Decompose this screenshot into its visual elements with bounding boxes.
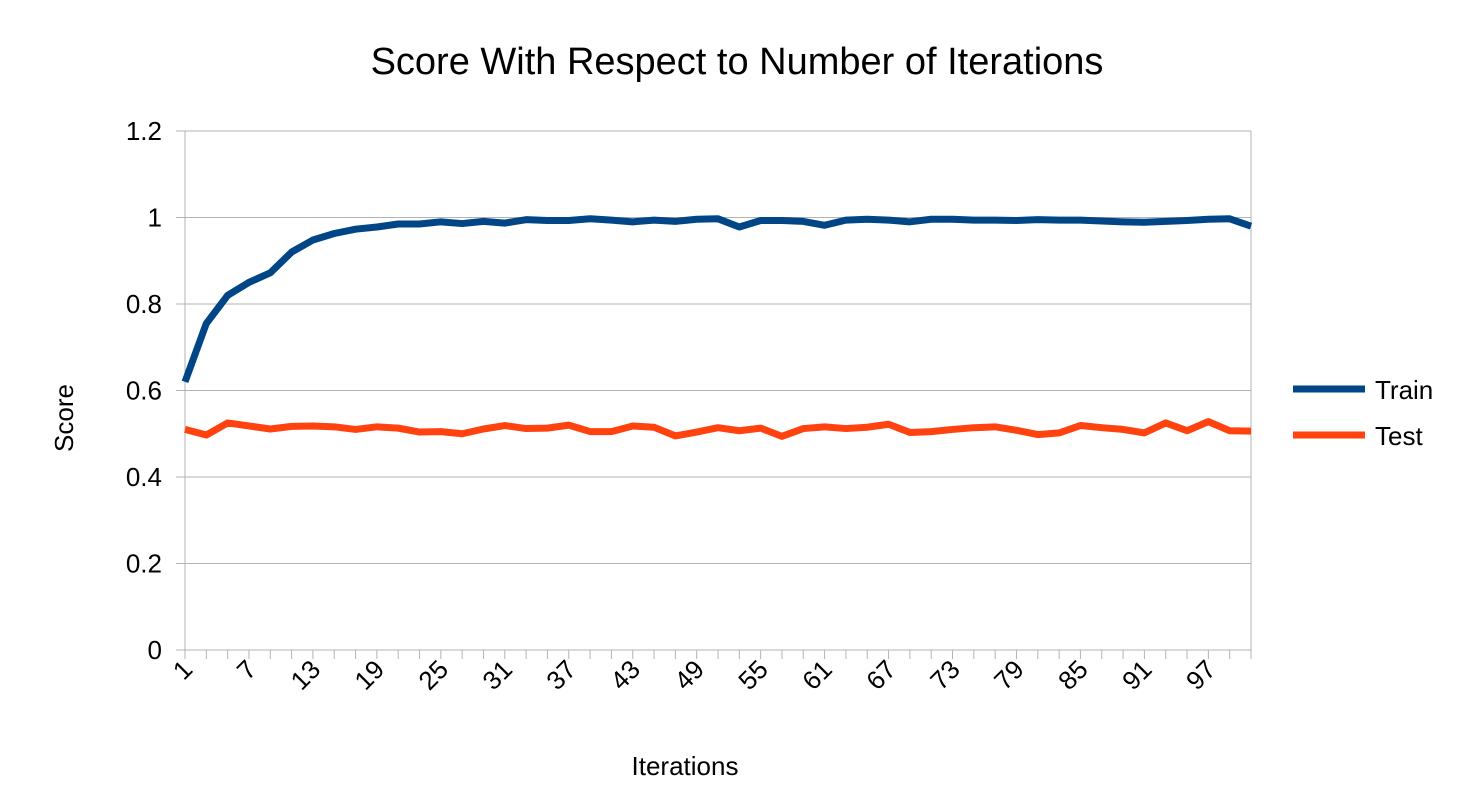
plot-series	[181, 215, 1253, 440]
y-tick-label: 0	[148, 635, 162, 665]
y-tick-label: 1	[148, 203, 162, 233]
x-tick-label: 97	[1180, 654, 1222, 696]
y-axis-tick-labels: 0 0.2 0.4 0.6 0.8 1 1.2	[126, 116, 162, 665]
x-tick-label: 13	[284, 654, 326, 696]
x-axis-label: Iterations	[632, 751, 739, 781]
x-tick-label: 91	[1116, 654, 1158, 696]
gridlines	[185, 130, 1251, 651]
legend-label-test: Test	[1375, 421, 1423, 451]
axes	[176, 130, 1252, 659]
x-tick-label: 1	[167, 654, 198, 685]
legend: Train Test	[1293, 375, 1433, 451]
x-tick-label: 67	[860, 654, 902, 696]
x-tick-label: 7	[231, 654, 262, 685]
x-tick-label: 61	[796, 654, 838, 696]
y-tick-label: 1.2	[126, 116, 162, 146]
x-tick-label: 37	[540, 654, 582, 696]
x-tick-label: 31	[476, 654, 518, 696]
x-axis-tick-labels: 1 7 13 19 25 31 37 43 49 55 61 67 73 79 85 91 97	[167, 654, 1222, 696]
x-tick-label: 43	[604, 654, 646, 696]
y-axis-label: Score	[49, 384, 79, 452]
x-tick-label: 19	[348, 654, 390, 696]
x-tick-label: 55	[732, 654, 774, 696]
series-line-train	[181, 215, 1253, 384]
x-tick-label: 85	[1052, 654, 1094, 696]
legend-label-train: Train	[1375, 375, 1433, 405]
y-tick-label: 0.8	[126, 289, 162, 319]
x-tick-label: 73	[924, 654, 966, 696]
x-tick-label: 25	[412, 654, 454, 696]
y-tick-label: 0.2	[126, 549, 162, 579]
chart-title: Score With Respect to Number of Iteratio…	[371, 41, 1104, 83]
x-tick-label: 49	[668, 654, 710, 696]
y-tick-label: 0.6	[126, 376, 162, 406]
series-line-test	[184, 418, 1252, 440]
y-tick-label: 0.4	[126, 462, 162, 492]
x-tick-label: 79	[988, 654, 1030, 696]
